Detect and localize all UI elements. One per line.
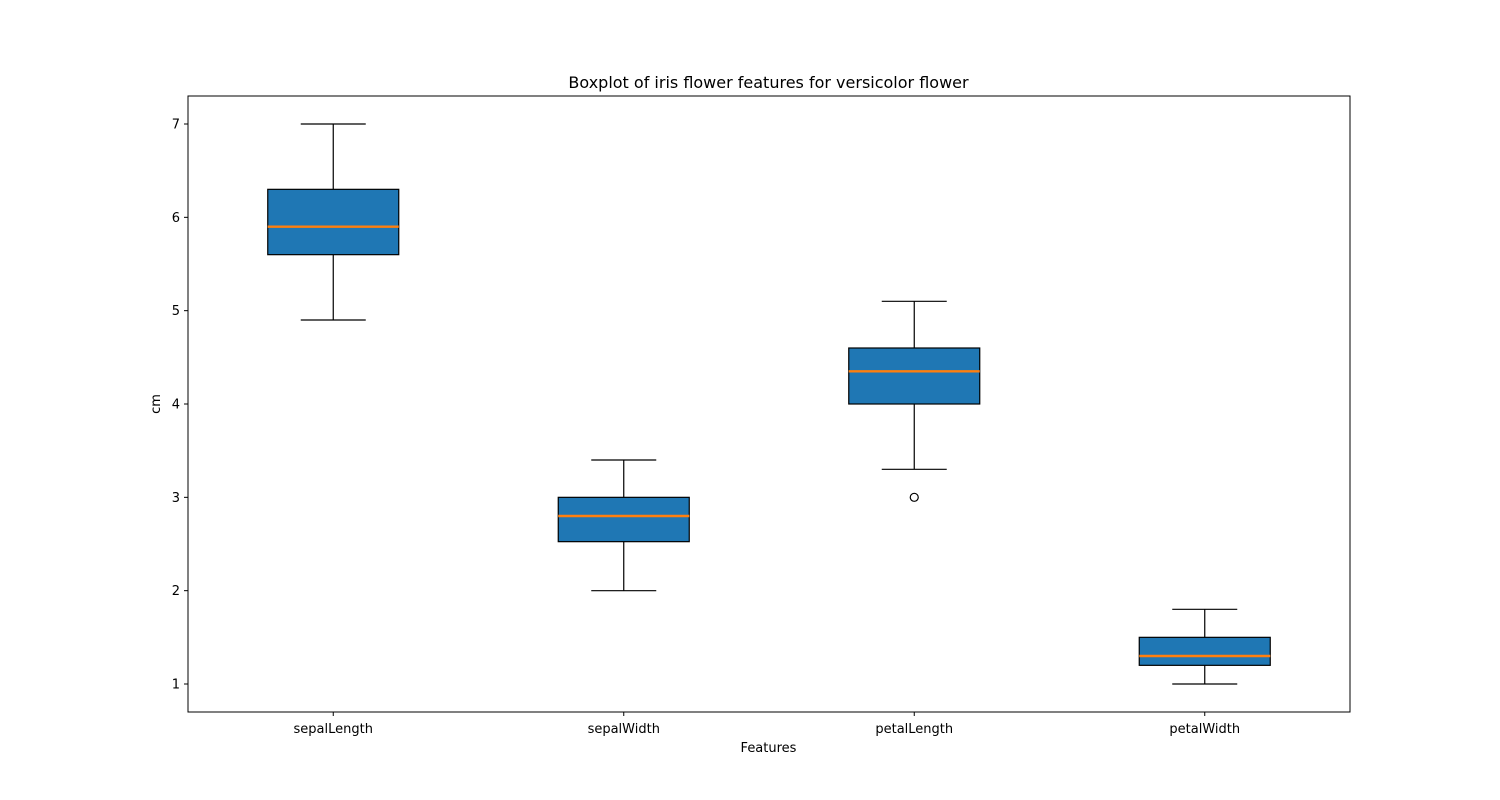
box-group-sepalWidth <box>557 459 690 592</box>
y-axis: 1 2 3 4 5 6 7 <box>172 118 188 693</box>
y-tick-label: 7 <box>172 118 180 133</box>
plot-area <box>267 123 1271 685</box>
box-iqr <box>1138 636 1271 666</box>
chart-title: Boxplot of iris flower features for vers… <box>568 73 969 92</box>
x-tick-label: sepalWidth <box>588 722 660 737</box>
x-axis-title: Features <box>741 741 797 756</box>
y-tick-label: 2 <box>172 584 180 599</box>
x-axis: sepalLength sepalWidth petalLength petalWid… <box>294 712 1240 737</box>
box-group-sepalLength <box>267 123 400 321</box>
box-iqr <box>557 496 690 543</box>
y-axis-title: cm <box>149 394 164 414</box>
box-group-petalWidth <box>1138 608 1271 685</box>
y-tick-label: 3 <box>172 491 180 506</box>
box-iqr <box>848 347 981 405</box>
y-tick-label: 4 <box>172 398 180 413</box>
y-tick-label: 1 <box>172 678 180 693</box>
x-tick-label: petalWidth <box>1169 722 1240 737</box>
x-tick-label: petalLength <box>875 722 953 737</box>
x-tick-label: sepalLength <box>294 722 373 737</box>
box-iqr <box>267 188 400 256</box>
outlier-point <box>909 492 919 502</box>
box-group-petalLength <box>848 300 981 502</box>
y-tick-label: 6 <box>172 211 180 226</box>
y-tick-label: 5 <box>172 304 180 319</box>
